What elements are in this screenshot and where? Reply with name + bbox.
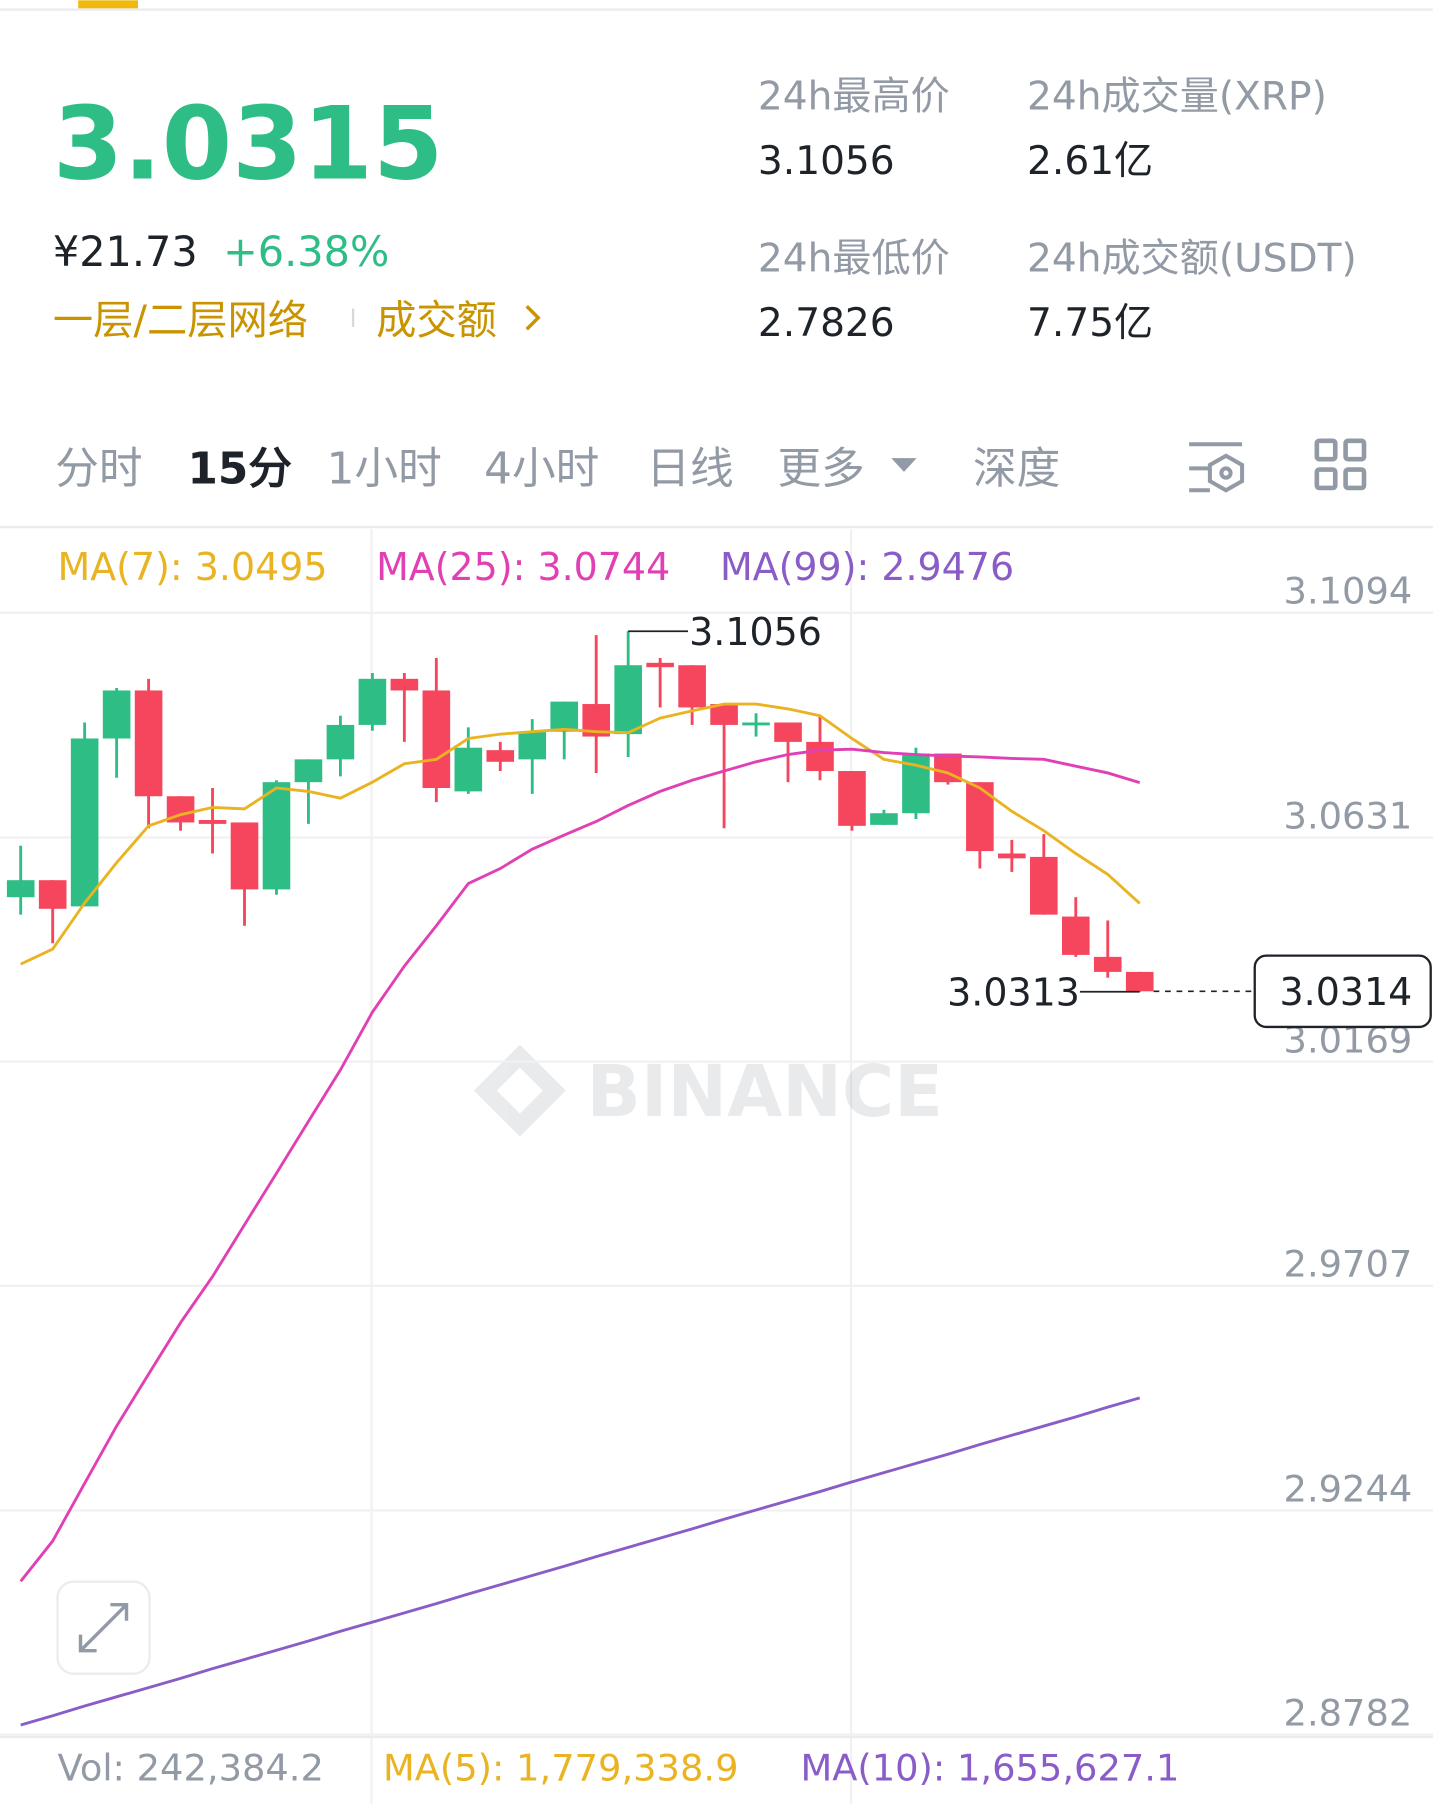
high-label: 3.1056 [689,610,822,654]
tab[interactable]: 分时 [55,443,142,494]
candle-body [1030,856,1058,915]
tab-indicator [78,0,139,9]
ma-line [20,702,1141,966]
tab[interactable]: 4小时 [484,443,599,494]
y-tick-label: 3.1094 [1284,570,1413,613]
candle-body [70,738,99,907]
candle-body [486,750,515,762]
last-price-box [1253,954,1432,1029]
link[interactable]: 成交额 [376,298,497,344]
stat-value: 2.7826 [758,301,895,346]
tab[interactable]: 日线 [646,443,733,494]
candle-body [614,665,642,735]
dropdown-arrow [891,458,917,472]
tab[interactable]: 更多 [777,443,864,494]
stat-label: 24h成交量(XRP) [1027,75,1327,120]
candle-body [742,722,770,726]
legend-entry: MA(7): 3.0495 [58,545,328,589]
candle-body [1061,916,1090,955]
candle-body [806,741,834,772]
candle-body [1093,956,1122,972]
candle-body [774,722,802,742]
candle-body [1125,971,1154,992]
candle-body [678,665,706,708]
plot: 3.10943.06313.01692.97072.92442.8782MA(7… [0,545,1433,1736]
ma-line [20,1396,1141,1727]
volume-ma10: MA(10): 1,655,627.1 [800,1747,1179,1790]
chevron [525,305,541,331]
stat-label: 24h最高价 [758,75,950,120]
watermark: BINANCE [473,1044,943,1137]
candle-body [326,724,355,760]
candle-body [966,782,994,852]
settings-icon[interactable] [1189,442,1245,493]
candle-body [454,747,483,792]
ma-line [19,747,1141,1583]
price: 3.0315 [53,85,443,203]
candle-body [358,678,387,725]
candle-body [230,822,259,890]
candle-body [870,813,898,825]
candle-body [294,759,323,783]
tag[interactable]: 一层/二层网络 [53,298,308,344]
legend-entry: MA(25): 3.0744 [376,545,670,589]
stat-label: 24h成交额(USDT) [1027,237,1357,282]
volume-ma5: MA(5): 1,779,338.9 [383,1747,739,1790]
candle-body [550,701,579,732]
stat-value: 3.1056 [758,139,895,184]
y-tick-label: 2.8782 [1284,1691,1413,1734]
candle-body [518,731,547,760]
candle-body [710,704,738,725]
stat-value: 7.75亿 [1027,301,1153,346]
layout-icon[interactable] [1314,438,1367,491]
candle-body [838,771,866,826]
candle-body [390,678,419,691]
candle-body [134,690,163,797]
candle-body [6,880,35,898]
low-label: 3.0313 [947,971,1080,1015]
candle-body [198,820,227,824]
candle-body [102,690,131,739]
cny-price: ¥21.73 [53,228,198,276]
candle-body [998,853,1026,859]
tab[interactable]: 深度 [973,443,1060,494]
last-price-label: 3.0314 [1280,970,1413,1014]
change: +6.38% [223,228,389,276]
y-tick-label: 2.9244 [1284,1467,1413,1510]
stat-value: 2.61亿 [1027,139,1153,184]
candle-body [646,662,674,668]
y-tick-label: 3.0631 [1284,794,1413,837]
legend-entry: MA(99): 2.9476 [720,545,1014,589]
volume: Vol: 242,384.2 [58,1747,324,1790]
candle-body [262,782,291,890]
tab[interactable]: 15分 [187,443,292,494]
y-tick-label: 2.9707 [1284,1243,1413,1286]
stat-label: 24h最低价 [758,237,950,282]
watermark-text: BINANCE [587,1050,943,1133]
expand-icon [78,1602,129,1653]
tab[interactable]: 1小时 [327,443,442,494]
candle-body [422,690,451,788]
candle-body [38,880,67,909]
